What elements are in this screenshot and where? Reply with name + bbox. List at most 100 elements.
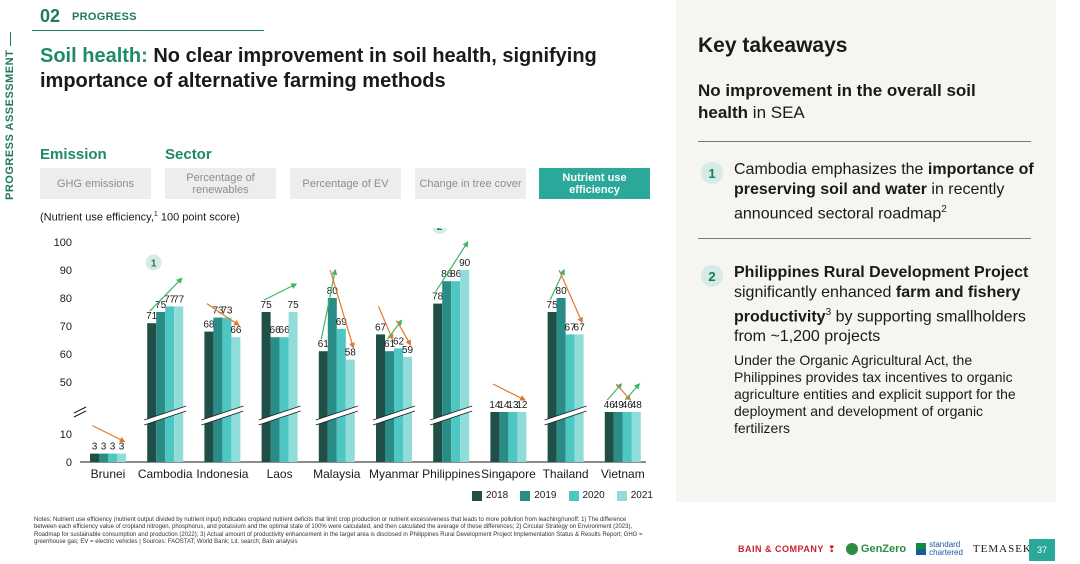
bar-cambodia-2020 <box>165 306 175 462</box>
sector-category-label: Sector <box>165 146 212 163</box>
bar-myanmar-2018 <box>376 334 385 462</box>
tab-change-tree-cover[interactable]: Change in tree cover <box>415 168 526 199</box>
emission-category-label: Emission <box>40 146 107 163</box>
bar-laos-2019 <box>270 337 280 462</box>
page-number: 37 <box>1029 539 1055 561</box>
data-label: 67 <box>574 322 586 333</box>
trend-arrow-down <box>492 383 526 401</box>
trend-arrow-down <box>329 269 355 349</box>
takeaway-1-pre: Cambodia emphasizes the <box>734 161 928 178</box>
bar-break-mark <box>201 406 244 425</box>
bar-vietnam-2020 <box>622 412 632 462</box>
bar-break-line <box>430 405 473 421</box>
chart-note-footnote: 1 <box>153 211 158 218</box>
data-label: 73 <box>221 306 233 317</box>
data-label: 66 <box>230 325 242 336</box>
trend-arrow-up <box>606 383 623 401</box>
temasek-logo: TEMASEK <box>972 543 1032 555</box>
bar-break-mark <box>544 406 587 425</box>
legend-item-2020: 2020 <box>568 490 605 501</box>
legend-item-2021: 2021 <box>616 490 653 501</box>
bar-laos-2018 <box>261 312 271 462</box>
takeaway-2-badge: 2 <box>701 265 723 287</box>
data-label: 49 <box>613 400 625 411</box>
legend-label-2018: 2018 <box>486 490 509 501</box>
takeaway-1-text: Cambodia emphasizes the importance of pr… <box>734 160 1034 224</box>
bar-break-line <box>258 410 301 426</box>
x-tick-label: Indonesia <box>196 467 248 481</box>
takeaways-subtitle-rest: in SEA <box>748 103 805 122</box>
bar-break-line <box>315 410 358 426</box>
bar-thailand-2020 <box>565 334 575 462</box>
bar-philippines-2018 <box>433 303 443 462</box>
bar-philippines-2019 <box>442 281 452 462</box>
data-label: 86 <box>450 269 462 280</box>
genzero-logo-text: GenZero <box>860 543 907 555</box>
takeaways-divider <box>698 141 1031 142</box>
data-label: 67 <box>375 322 387 333</box>
y-tick-label: 0 <box>66 457 72 469</box>
data-label: 61 <box>384 339 396 350</box>
bar-brunei-2020 <box>108 453 117 462</box>
bar-break-line <box>201 410 244 426</box>
legend-swatch-2020 <box>568 490 579 501</box>
data-label: 67 <box>565 322 577 333</box>
bar-vietnam-2018 <box>604 412 614 462</box>
bar-singapore-2021 <box>517 412 527 462</box>
data-label: 3 <box>101 442 107 453</box>
bar-vietnam-2019 <box>613 412 623 462</box>
bar-myanmar-2020 <box>394 348 403 462</box>
data-label: 75 <box>547 300 559 311</box>
bar-break-line <box>144 405 187 421</box>
trend-arrow-up <box>263 283 298 301</box>
bar-brunei-2019 <box>99 453 108 462</box>
data-label: 75 <box>155 300 167 311</box>
callout-badge <box>145 254 162 271</box>
takeaway-1-footnote: 2 <box>941 204 947 215</box>
legend-item-2018: 2018 <box>472 490 508 501</box>
data-label: 75 <box>288 300 300 311</box>
trend-arrow-up <box>149 277 183 312</box>
page-title-accent: Soil health: <box>40 45 148 67</box>
x-tick-label: Laos <box>267 467 293 481</box>
tab-nutrient-use-efficiency[interactable]: Nutrient use efficiency <box>539 168 650 199</box>
side-section-label: PROGRESS ASSESSMENT <box>4 49 16 200</box>
y-axis-break-mark <box>73 410 87 418</box>
data-label: 46 <box>622 400 634 411</box>
bar-malaysia-2020 <box>336 328 346 462</box>
bar-break-line <box>544 405 587 421</box>
tab-percentage-ev[interactable]: Percentage of EV <box>290 168 401 199</box>
data-label: 75 <box>261 300 273 311</box>
standard-chartered-logo: standard chartered <box>916 541 963 557</box>
data-label: 3 <box>119 442 125 453</box>
data-label: 14 <box>498 400 510 411</box>
data-label: 61 <box>318 339 330 350</box>
bar-break-mark <box>258 406 301 425</box>
takeaway-2-bold-2: farm and fishery productivity <box>734 284 1021 326</box>
bar-indonesia-2019 <box>213 317 223 462</box>
y-tick-label: 100 <box>54 237 72 249</box>
data-label: 48 <box>631 400 643 411</box>
bar-laos-2021 <box>288 312 298 462</box>
bar-break-mark <box>315 406 358 425</box>
bar-break-line <box>315 405 358 421</box>
bar-break-line <box>258 405 301 421</box>
data-label: 62 <box>393 336 405 347</box>
data-label: 3 <box>110 442 116 453</box>
data-label: 71 <box>146 311 158 322</box>
footnotes: Notes: Nutrient use efficiency (nutrient… <box>34 517 643 545</box>
takeaway-2-body: Under the Organic Agricultural Act, the … <box>734 352 1016 436</box>
data-label: 66 <box>279 325 291 336</box>
bar-break-mark <box>373 406 415 425</box>
legend-label-2019: 2019 <box>534 490 557 501</box>
tab-percentage-renewables[interactable]: Percentage of renewables <box>165 168 276 199</box>
y-axis-break-mark <box>73 406 87 414</box>
standard-chartered-text: standard chartered <box>929 541 963 557</box>
tab-ghg-emissions[interactable]: GHG emissions <box>40 168 151 199</box>
sc-line-1: standard <box>929 540 961 549</box>
takeaway-2-text: Philippines Rural Development Project si… <box>734 263 1034 347</box>
page-title: Soil health: No clear improvement in soi… <box>40 44 660 94</box>
standard-chartered-mark-icon <box>916 543 927 555</box>
takeaways-panel <box>676 0 1056 502</box>
